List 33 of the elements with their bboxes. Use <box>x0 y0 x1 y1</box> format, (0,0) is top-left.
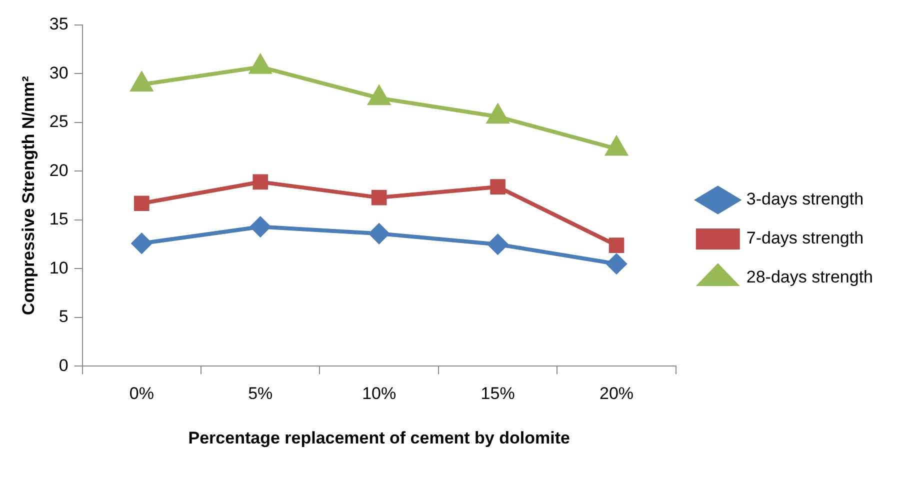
point <box>369 224 390 244</box>
legend-label: 3-days strength <box>746 190 864 209</box>
x-tick-label: 5% <box>248 384 273 404</box>
y-tick-label: 20 <box>49 160 68 180</box>
point <box>250 216 270 237</box>
point <box>252 174 268 190</box>
point <box>368 86 390 106</box>
point <box>490 179 506 194</box>
point <box>131 72 152 92</box>
y-tick-label: 35 <box>49 14 68 34</box>
point <box>134 196 150 212</box>
x-tick-label: 20% <box>600 384 634 404</box>
y-axis-title: Compressive Strength N/mm² <box>18 76 38 316</box>
point <box>488 234 508 254</box>
x-tick-label: 0% <box>129 384 154 404</box>
x-tick-label: 15% <box>480 384 515 404</box>
point <box>250 54 272 74</box>
point <box>606 136 628 156</box>
y-tick-label: 15 <box>49 210 68 229</box>
y-tick-label: 30 <box>49 63 68 82</box>
y-tick-label: 25 <box>49 112 68 132</box>
x-axis-title: Percentage replacement of cement by dolomite <box>188 428 570 448</box>
legend-label: 7-days strength <box>746 228 864 248</box>
y-tick-label: 0 <box>58 356 68 375</box>
legend-label: 28-days strength <box>746 268 874 287</box>
point <box>606 254 627 274</box>
point <box>608 238 624 253</box>
x-tick-label: 10% <box>362 384 396 404</box>
point <box>132 233 152 254</box>
point <box>487 104 508 124</box>
y-tick-label: 10 <box>49 258 68 278</box>
point <box>371 190 387 206</box>
y-tick-label: 5 <box>58 307 68 326</box>
